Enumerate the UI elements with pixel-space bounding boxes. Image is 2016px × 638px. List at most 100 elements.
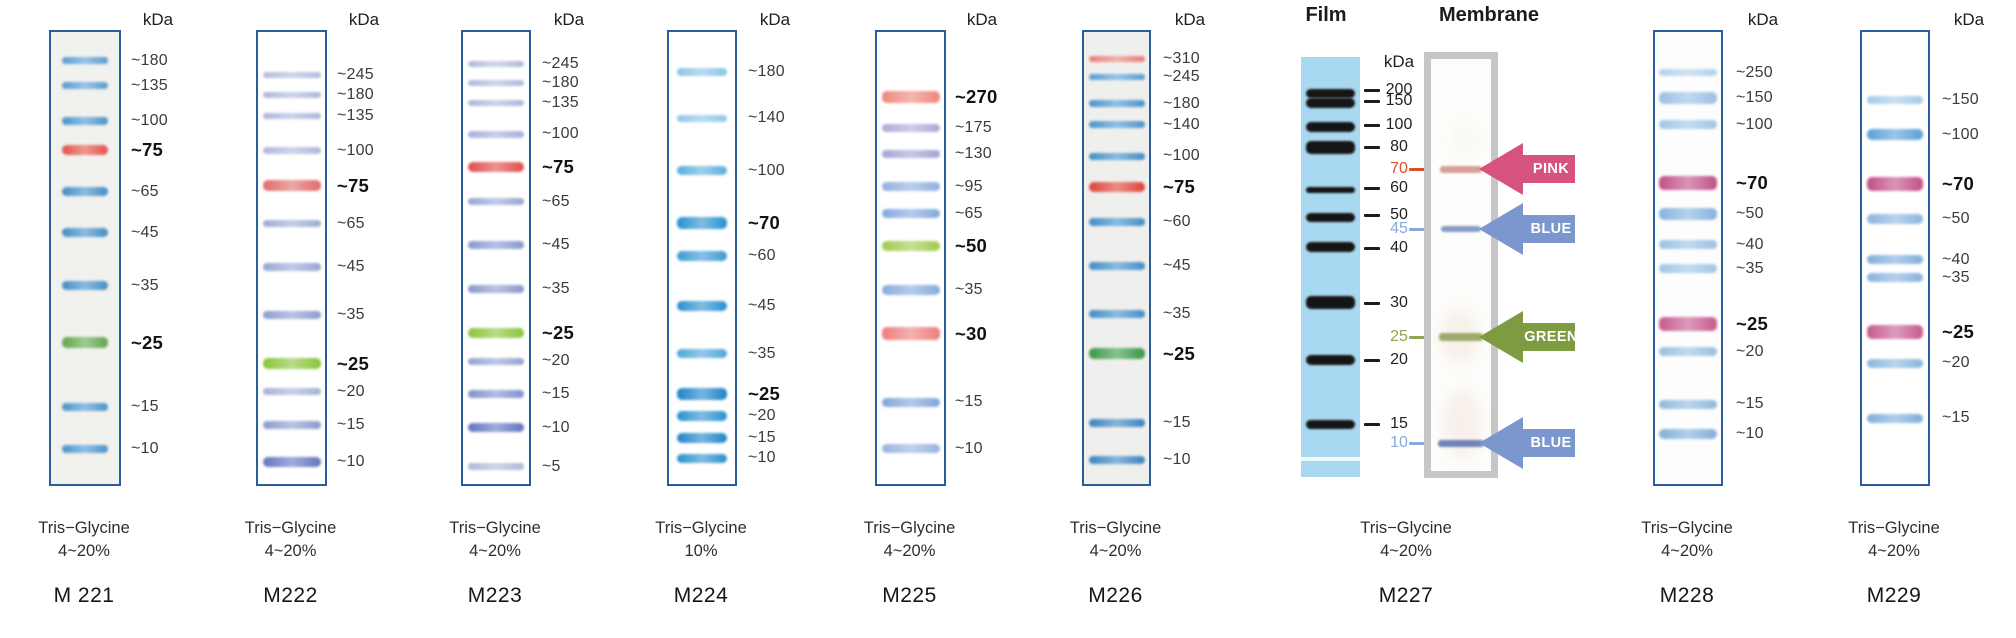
gel-type-line: Tris−Glycine — [1641, 519, 1733, 537]
gel-type-label: Tris−Glycine 4~20% — [864, 517, 956, 563]
band-label: ~100 — [1942, 125, 1979, 143]
band-label: ~100 — [1736, 115, 1773, 133]
scale-tick-left — [1364, 247, 1380, 250]
gel-band-20 — [468, 357, 524, 365]
band-label: ~70 — [748, 212, 780, 234]
band-label: ~65 — [542, 192, 570, 210]
arrow-body — [1523, 429, 1575, 457]
band-label: ~15 — [1163, 413, 1191, 431]
film-band — [1306, 140, 1355, 154]
band-label: ~50 — [1736, 205, 1764, 223]
gel-type-label: Tris−Glycine 4~20% — [449, 517, 541, 563]
band-label: ~35 — [131, 276, 159, 294]
gel-band-35 — [677, 349, 727, 359]
gel-band-45 — [468, 241, 524, 250]
gel-band-10 — [881, 444, 940, 454]
band-label: ~25 — [1942, 320, 1974, 342]
gel-type-line: Tris−Glycine — [449, 519, 541, 537]
scale-value-60: 60 — [1390, 179, 1408, 196]
lane-id-label: M224 — [673, 584, 729, 607]
gel-percent-line: 4~20% — [469, 542, 521, 560]
gel-band-140 — [677, 114, 727, 122]
gel-percent-line: 4~20% — [1868, 542, 1920, 560]
gel-band-20 — [1659, 347, 1717, 357]
band-label: ~15 — [748, 428, 776, 446]
gel-band-70 — [1659, 175, 1717, 190]
gel-band-180 — [62, 57, 108, 65]
band-label: ~45 — [337, 258, 365, 276]
band-label: ~180 — [542, 74, 579, 92]
gel-band-65 — [468, 198, 524, 205]
band-label: ~20 — [337, 382, 365, 400]
gel-band-100 — [1867, 129, 1923, 141]
gel-band-50 — [1867, 214, 1923, 225]
scale-tick-left — [1364, 423, 1380, 426]
gel-band-35 — [262, 311, 321, 320]
band-label: ~10 — [1736, 425, 1764, 443]
gel-band-25 — [62, 337, 108, 349]
gel-band-35 — [62, 281, 108, 291]
gel-band-135 — [468, 99, 524, 106]
gel-band-15 — [677, 432, 727, 443]
gel-band-10 — [62, 445, 108, 454]
gel-type-label: Tris−Glycine 4~20% — [1360, 517, 1452, 563]
gel-band-50 — [1659, 208, 1717, 221]
band-label: ~10 — [1163, 450, 1191, 468]
gel-band-175 — [881, 124, 940, 133]
band-label: ~15 — [131, 398, 159, 416]
gel-type-label: Tris−Glycine 4~20% — [1070, 517, 1162, 563]
gel-band-180 — [468, 80, 524, 87]
membrane-smudge — [1451, 119, 1481, 159]
film-lane — [1301, 57, 1360, 477]
arrow-body — [1523, 215, 1575, 243]
lane-id-label: M226 — [1088, 584, 1143, 607]
membrane-band — [1441, 226, 1481, 232]
band-label: ~25 — [1163, 342, 1195, 364]
gel-band-25 — [677, 387, 727, 400]
film-band — [1306, 295, 1355, 309]
band-label: ~35 — [542, 280, 570, 298]
scale-tick-left — [1364, 124, 1380, 127]
band-label: ~310 — [1163, 49, 1200, 67]
band-label: ~15 — [1736, 395, 1764, 413]
scale-tick-right — [1409, 168, 1434, 171]
band-label: ~40 — [1736, 235, 1764, 253]
scale-value-100: 100 — [1385, 116, 1413, 133]
band-label: ~245 — [337, 66, 374, 84]
gel-band-35 — [1867, 273, 1923, 283]
arrow-label: BLUE — [1530, 221, 1572, 237]
band-label: ~10 — [955, 439, 983, 457]
band-label: ~70 — [1736, 171, 1768, 193]
gel-band-70 — [677, 217, 727, 230]
band-label: ~20 — [748, 406, 776, 424]
arrow-head-icon — [1479, 311, 1523, 363]
scale-tick-left — [1364, 89, 1380, 92]
gel-band-70 — [1867, 177, 1923, 192]
gel-band-35 — [881, 285, 940, 296]
gel-band-250 — [1659, 69, 1717, 77]
band-label: ~35 — [955, 281, 983, 299]
membrane-smudge — [1443, 389, 1481, 459]
gel-band-50 — [881, 241, 940, 252]
kda-unit-label: kDa — [1747, 10, 1779, 29]
gel-band-75 — [62, 144, 108, 155]
scale-value-30: 30 — [1390, 294, 1408, 311]
scale-tick-left — [1364, 187, 1380, 190]
band-label: ~10 — [131, 440, 159, 458]
gel-type-line: Tris−Glycine — [863, 519, 956, 537]
gel-band-100 — [1088, 152, 1145, 160]
gel-percent-line: 4~20% — [1089, 542, 1142, 560]
band-label: ~60 — [748, 247, 776, 265]
scale-value-70: 70 — [1390, 160, 1408, 177]
gel-band-65 — [262, 220, 321, 228]
band-label: ~140 — [1163, 115, 1200, 133]
band-label: ~10 — [542, 418, 570, 436]
band-label: ~50 — [955, 235, 987, 257]
gel-band-245 — [1088, 74, 1145, 81]
gel-band-35 — [1659, 264, 1717, 274]
gel-band-310 — [1088, 55, 1145, 62]
band-label: ~60 — [1163, 212, 1191, 230]
arrow-body — [1523, 155, 1575, 183]
kda-unit-label: kDa — [1953, 10, 1985, 29]
band-label: ~25 — [1736, 313, 1768, 335]
